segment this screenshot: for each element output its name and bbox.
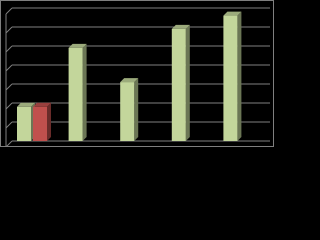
bar-side — [47, 102, 51, 141]
grid-line-side — [5, 64, 13, 72]
grid-line-side — [5, 83, 13, 91]
bar — [68, 47, 83, 141]
bar — [17, 106, 31, 141]
bar-top — [33, 102, 51, 107]
chart — [0, 0, 274, 147]
bar — [33, 106, 47, 141]
bar-top — [171, 24, 190, 29]
bar-top — [223, 11, 242, 16]
bar — [120, 82, 135, 141]
bar-side — [237, 11, 242, 141]
bar-side — [185, 24, 190, 141]
grid-line-side — [5, 7, 13, 15]
bar — [223, 15, 238, 142]
grid-line-side — [5, 102, 13, 110]
grid-line-side — [5, 26, 13, 34]
grid-line-side — [5, 45, 13, 53]
bar-top — [120, 78, 139, 83]
bar — [171, 28, 186, 141]
bar-side — [134, 78, 139, 141]
bar-side — [82, 43, 87, 141]
grid-line-side — [5, 140, 13, 147]
grid-line-side — [5, 121, 13, 129]
bar-top — [68, 43, 87, 48]
bar-top — [17, 102, 35, 107]
